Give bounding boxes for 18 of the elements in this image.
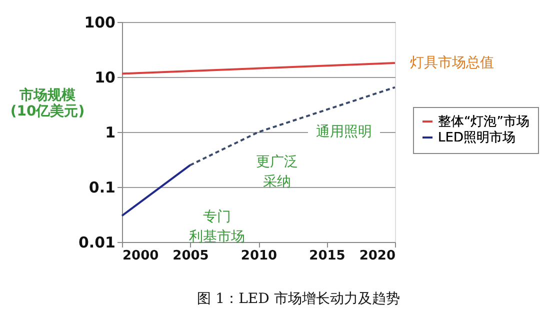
x-tick-label: 2005 (172, 248, 209, 264)
y-tick-label: 1 (105, 124, 116, 142)
x-tick-label: 2020 (359, 248, 396, 264)
annotation: 更广泛采纳 (256, 154, 298, 190)
y-tick-label: 100 (84, 14, 116, 32)
y-tick-label: 0.01 (78, 234, 116, 252)
y-tick-label: 10 (94, 68, 116, 86)
y-axis-title: 市场规模 (10亿美元) (10, 86, 85, 120)
x-tick-label: 2010 (240, 248, 278, 264)
annotation: 灯具市场总值 (410, 54, 494, 71)
x-tick-label: 2015 (309, 248, 346, 264)
x-tick-label: 2000 (122, 248, 159, 264)
text: 图 1：LED 市场增长动力及趋势 (197, 291, 400, 307)
annotation: 专门利基市场 (189, 209, 245, 245)
annotation: 通用照明 (316, 124, 372, 140)
legend-label: 整体“灯泡”市场 (438, 114, 530, 130)
y-tick-label: 0.1 (88, 178, 116, 196)
legend-label: LED照明市场 (438, 130, 516, 146)
